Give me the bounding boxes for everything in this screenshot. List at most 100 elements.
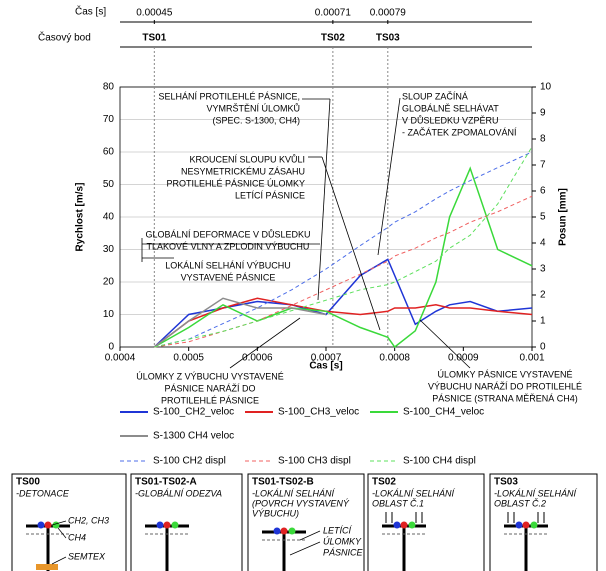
semtex <box>36 564 58 570</box>
sensor <box>52 521 60 529</box>
x-tick-label: 0.0007 <box>311 353 342 364</box>
timeline-point-label: Časový bod <box>38 31 91 44</box>
legend-label: S-100 CH4 displ <box>403 456 476 467</box>
sensor <box>408 521 416 529</box>
x-tick-label: 0.0004 <box>105 353 136 364</box>
legend-label: S-100_CH2_veloc <box>153 407 234 418</box>
annotation: VÝBUCHU NARÁŽÍ DO PROTILEHLÉ <box>428 381 582 391</box>
legend-label: S-1300 CH4 veloc <box>153 431 234 442</box>
annotation: VYSTAVENÉ PÁSNICE <box>181 272 276 282</box>
y2-axis-label: Posun [mm] <box>558 188 569 246</box>
annotation: SLOUP ZAČÍNÁ <box>402 91 468 101</box>
panel-title: TS01-TS02-A <box>135 477 197 488</box>
leader <box>289 541 321 556</box>
annotation: KROUCENÍ SLOUPU KVŮLI <box>189 153 305 164</box>
y-tick-label: 20 <box>103 277 115 288</box>
annotation: (SPEC. S-1300, CH4) <box>212 115 300 125</box>
timeline-time: 0.00071 <box>315 8 352 19</box>
sensor <box>515 521 523 529</box>
panel-label: LETÍCÍ <box>323 525 353 535</box>
panel-box <box>130 473 243 571</box>
y2-tick-label: 6 <box>540 186 546 197</box>
annotation: VYMRŠTĚNÍ ÚLOMKŮ <box>206 102 300 113</box>
y2-tick-label: 5 <box>540 212 546 223</box>
annotation-arrow <box>419 319 471 369</box>
y-tick-label: 0 <box>108 342 114 353</box>
annotation-arrow <box>321 156 381 331</box>
sensor <box>273 527 281 535</box>
timeline-point: TS02 <box>321 33 345 44</box>
series-line <box>153 258 533 348</box>
sensor <box>288 527 296 535</box>
panel-label: ÚLOMKY <box>323 536 362 546</box>
x-tick-label: 0.0005 <box>173 353 204 364</box>
annotation: PROTILEHLÉ PÁSNICE ÚLOMKY <box>166 178 305 188</box>
annotation: ÚLOMKY Z VÝBUCHU VYSTAVENÉ <box>136 371 284 381</box>
y2-tick-label: 4 <box>540 238 546 249</box>
panel-box <box>367 473 485 571</box>
leader <box>57 527 67 539</box>
annotation: LOKÁLNÍ SELHÁNÍ VÝBUCHU <box>165 260 291 270</box>
panel-title: TS02 <box>372 477 396 488</box>
panel-text: -LOKÁLNÍ SELHÁNÍ <box>494 488 578 498</box>
annotation: GLOBÁLNÍ DEFORMACE V DŮSLEDKU <box>145 228 310 239</box>
y-tick-label: 80 <box>103 82 115 93</box>
sensor <box>37 521 45 529</box>
y-tick-label: 40 <box>103 212 115 223</box>
y-tick-label: 70 <box>103 114 115 125</box>
series-line <box>153 297 533 348</box>
plot-frame <box>119 86 533 348</box>
panel-text: -LOKÁLNÍ SELHÁNÍ <box>252 488 336 498</box>
panel-label: CH2, CH3 <box>68 515 109 525</box>
annotation-arrow <box>377 97 401 256</box>
y2-tick-label: 7 <box>540 160 546 171</box>
sensor <box>156 521 164 529</box>
y2-tick-label: 2 <box>540 290 546 301</box>
legend-label: S-100 CH3 displ <box>278 456 351 467</box>
annotation: NESYMETRICKÉMU ZÁSAHU <box>181 166 305 176</box>
annotation: SELHÁNÍ PROTILEHLÉ PÁSNICE, <box>158 91 300 101</box>
panel-text: -GLOBÁLNÍ ODEZVA <box>135 488 222 498</box>
leader <box>51 520 67 526</box>
panel-box <box>489 473 598 571</box>
y-tick-label: 30 <box>103 244 115 255</box>
annotation: GLOBÁLNĚ SELHÁVAT <box>402 103 499 113</box>
timeline-time: 0.00079 <box>370 8 407 19</box>
legend-label: S-100_CH3_veloc <box>278 407 359 418</box>
legend-label: S-100_CH4_veloc <box>403 407 484 418</box>
panel-text: OBLAST Č.1 <box>372 498 424 508</box>
y2-tick-label: 1 <box>540 316 546 327</box>
panel-text: -LOKÁLNÍ SELHÁNÍ <box>372 488 456 498</box>
panel-box <box>247 473 365 571</box>
timeline-point: TS03 <box>376 33 400 44</box>
timeline-point: TS01 <box>142 33 166 44</box>
annotation: PROTILEHLÉ PÁSNICE <box>161 395 259 405</box>
annotation-arrow <box>317 98 331 301</box>
y-tick-label: 60 <box>103 147 115 158</box>
sensor <box>44 521 52 529</box>
panel-text: -DETONACE <box>16 488 70 498</box>
panel-title: TS01-TS02-B <box>252 477 314 488</box>
series-line <box>154 146 533 348</box>
annotation-arrow <box>229 317 301 369</box>
x-axis-label: Čas [s] <box>309 359 342 372</box>
sensor <box>400 521 408 529</box>
annotation: TLAKOVÉ VLNY A ZPLODIN VÝBUCHU <box>147 241 310 251</box>
y2-tick-label: 9 <box>540 108 546 119</box>
panel-text: VÝBUCHU) <box>252 508 299 518</box>
x-tick-label: 0.0009 <box>448 353 479 364</box>
sensor <box>163 521 171 529</box>
sensor <box>522 521 530 529</box>
leader <box>299 530 321 541</box>
panel-text: OBLAST Č.2 <box>494 498 546 508</box>
x-tick-label: 0.001 <box>519 353 544 364</box>
y2-tick-label: 0 <box>540 342 546 353</box>
annotation: - ZAČÁTEK ZPOMALOVÁNÍ <box>402 127 517 137</box>
annotation: V DŮSLEDKU VZPĚRU <box>402 114 499 125</box>
y-tick-label: 10 <box>103 309 115 320</box>
y2-tick-label: 10 <box>540 82 552 93</box>
sensor <box>393 521 401 529</box>
sensor <box>280 527 288 535</box>
annotation: PÁSNICE (STRANA MĚŘENÁ CH4) <box>432 393 578 403</box>
